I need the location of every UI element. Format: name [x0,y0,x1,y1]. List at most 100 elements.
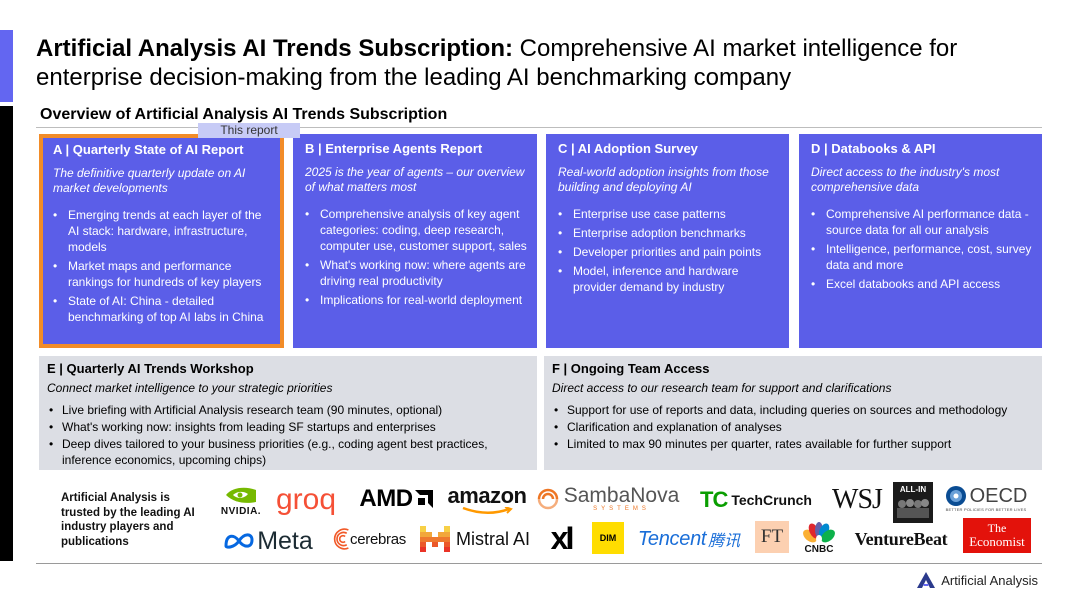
card-bullet: Enterprise use case patterns [558,206,779,222]
meta-logo: Meta [216,525,320,557]
mistral-wordmark: Mistral AI [455,528,530,549]
card-bullet: Developer priorities and pain points [558,244,779,260]
card-quarterly-state-of-ai: A | Quarterly State of AI Report The def… [39,134,284,348]
accent-bar-bottom [0,106,13,561]
panel-heading: E | Quarterly AI Trends Workshop [47,361,254,376]
page-title-rest: Comprehensive AI market intelligence for… [36,35,958,91]
nvidia-eye-icon [224,483,258,506]
panel-bullet: Support for use of reports and data, inc… [552,402,1034,418]
card-bullet: Intelligence, performance, cost, survey … [811,241,1032,273]
page-title: Artificial Analysis AI Trends Subscripti… [36,34,1036,92]
page-title-bold: Artificial Analysis AI Trends Subscripti… [36,35,513,62]
techcrunch-logo: TC TechCrunch [690,486,822,514]
sambanova-mark-icon [537,488,558,510]
meta-infinity-icon [224,533,254,549]
tencent-logo: Tencent 腾讯 [632,526,746,552]
card-bullets: Comprehensive analysis of key agent cate… [305,206,527,308]
panel-bullets: Live briefing with Artificial Analysis r… [47,402,529,468]
panel-team-access: F | Ongoing Team Access Direct access to… [544,356,1042,470]
panel-heading: F | Ongoing Team Access [552,361,710,376]
tencent-wordmark: Tencent [637,527,707,550]
amazon-smile-icon [462,507,513,514]
oecd-logo: OECD BETTER POLICIES FOR BETTER LIVES [942,482,1030,514]
trusted-by-text: Artificial Analysis is trusted by the le… [61,492,195,548]
oecd-wordmark: OECD [969,484,1028,507]
cnbc-logo: CNBC [798,520,840,556]
sambanova-wordmark: SambaNova [563,484,680,507]
card-heading: B | Enterprise Agents Report [305,141,483,156]
dim-wordmark: DIM [599,533,617,543]
card-bullet: Comprehensive AI performance data - sour… [811,206,1032,238]
card-ai-adoption-survey: C | AI Adoption Survey Real-world adopti… [546,134,789,348]
oecd-globe-icon [945,485,966,506]
footer-brand-name: Artificial Analysis [941,572,1038,588]
groq-logo: groq [272,482,340,518]
card-subtitle: Direct access to the industry's most com… [811,165,1000,194]
artificial-analysis-logo-icon [917,572,936,588]
panel-bullets: Support for use of reports and data, inc… [552,402,1034,452]
amazon-wordmark: amazon [447,483,527,508]
card-bullet: Model, inference and hardware provider d… [558,263,779,295]
panel-quarterly-workshop: E | Quarterly AI Trends Workshop Connect… [39,356,537,470]
card-bullet: Emerging trends at each layer of the AI … [53,207,272,255]
card-heading: D | Databooks & API [811,141,936,156]
panel-bullet: Live briefing with Artificial Analysis r… [47,402,529,418]
footer-brand: Artificial Analysis [917,572,1038,588]
amd-wordmark: AMD [359,485,413,512]
groq-wordmark: groq [275,483,337,516]
xai-logo: xI [543,520,579,556]
card-subtitle: Real-world adoption insights from those … [558,165,769,194]
economist-wordmark-top: The [987,521,1007,535]
card-subtitle: The definitive quarterly update on AI ma… [53,166,246,195]
xai-wordmark: xI [550,519,575,556]
panel-bullet: Deep dives tailored to your business pri… [47,436,529,468]
ft-wordmark: FT [760,526,784,547]
tencent-chinese: 腾讯 [708,533,741,550]
dim-logo: DIM [592,522,624,554]
panel-bullet: Clarification and explanation of analyse… [552,419,1034,435]
card-heading: A | Quarterly State of AI Report [53,142,244,157]
sambanova-subtitle: SYSTEMS [593,506,650,512]
card-bullet: Implications for real-world deployment [305,292,527,308]
card-bullet: Enterprise adoption benchmarks [558,225,779,241]
cerebras-wordmark: cerebras [350,530,406,548]
cerebras-mark-icon [333,528,349,550]
card-subtitle: 2025 is the year of agents – our overvie… [305,165,525,194]
card-databooks-api: D | Databooks & API Direct access to the… [799,134,1042,348]
techcrunch-mark: TC [700,487,728,512]
card-bullet: Excel databooks and API access [811,276,1032,292]
sambanova-logo: SambaNova SYSTEMS [533,484,681,514]
nvidia-logo: NVIDIA. [218,482,264,518]
wsj-logo: WSJ [831,483,883,517]
oecd-subtitle: BETTER POLICIES FOR BETTER LIVES [945,506,1027,512]
nvidia-wordmark: NVIDIA. [220,505,262,517]
wsj-wordmark: WSJ [832,484,883,515]
section-title: Overview of Artificial Analysis AI Trend… [40,106,448,123]
panel-subtitle: Connect market intelligence to your stra… [47,381,333,395]
amazon-logo: amazon [447,483,527,517]
card-bullet: Market maps and performance rankings for… [53,258,272,290]
economist-logo: The Economist [963,518,1031,553]
amd-arrow-icon [414,490,433,508]
this-report-tag: This report [198,123,300,138]
card-bullet: Comprehensive analysis of key agent cate… [305,206,527,254]
mistral-logo: Mistral AI [414,525,536,553]
meta-wordmark: Meta [257,526,313,555]
cnbc-wordmark: CNBC [804,543,834,555]
card-bullets: Comprehensive AI performance data - sour… [811,206,1032,292]
cerebras-logo: cerebras [332,522,406,556]
techcrunch-wordmark: TechCrunch [731,492,812,508]
card-heading: C | AI Adoption Survey [558,141,698,156]
accent-bar-top [0,30,13,102]
footer-divider [36,563,1042,564]
venturebeat-wordmark: VentureBeat [854,528,948,549]
cnbc-peacock-icon [803,521,835,543]
card-bullet: What's working now: where agents are dri… [305,257,527,289]
allin-wordmark: ALL-IN [899,485,927,494]
section-divider [36,127,1042,128]
mistral-pixel-icon [419,526,450,552]
ft-logo: FT [755,521,789,553]
panel-bullet: What's working now: insights from leadin… [47,419,529,435]
allin-hosts-icon [897,499,929,518]
allin-logo: ALL-IN [893,482,933,523]
